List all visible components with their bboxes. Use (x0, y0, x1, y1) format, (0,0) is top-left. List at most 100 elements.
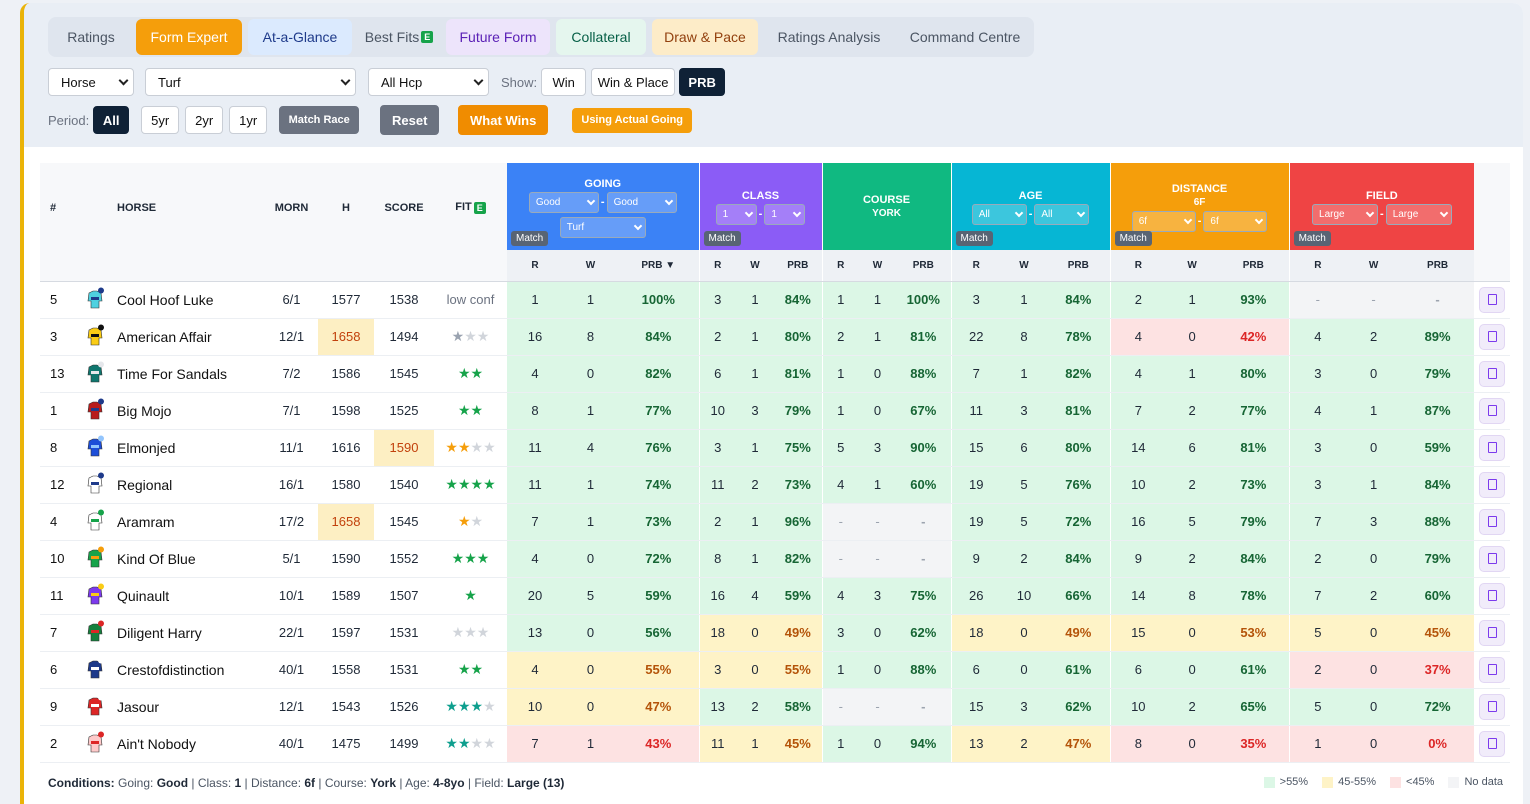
group-select[interactable]: 6f (1203, 211, 1268, 232)
table-row[interactable]: 8 Elmonjed 11/1 1616 1590 ★★★★ 11 4 76% 3 1 75% 5 3 90… (40, 429, 1511, 467)
tab-ratings-analysis[interactable]: Ratings Analysis (764, 19, 894, 55)
notes-button[interactable] (1479, 656, 1506, 683)
runs-course: - (822, 688, 860, 726)
prb-going: 77% (618, 392, 700, 430)
sub-header-w: W (1346, 250, 1402, 282)
sub-header-prb_sorted[interactable]: PRB ▼ (618, 250, 700, 282)
match-toggle[interactable]: Match (511, 231, 549, 246)
tab-draw-pace[interactable]: Draw & Pace (652, 19, 758, 55)
period-1yr-button[interactable]: 1yr (229, 106, 268, 134)
notes-button[interactable] (1479, 582, 1506, 609)
notes-button[interactable] (1479, 471, 1506, 498)
runner-number: 6 (40, 651, 73, 689)
wins-class: 1 (736, 281, 774, 319)
notes-button[interactable] (1479, 693, 1506, 720)
wins-field: 1 (1346, 466, 1402, 504)
horse-name[interactable]: Ain't Nobody (117, 725, 265, 763)
group-select[interactable]: All (971, 204, 1027, 225)
horse-name[interactable]: Regional (117, 466, 265, 504)
jockey-silks-icon (87, 509, 104, 531)
table-row[interactable]: 13 Time For Sandals 7/2 1586 1545 ★★ 4 0 82% 6 1 81… (40, 355, 1511, 393)
prb-distance: 93% (1218, 281, 1290, 319)
match-toggle[interactable]: Match (1293, 231, 1331, 246)
period-5yr-button[interactable]: 5yr (141, 106, 180, 134)
horse-name[interactable]: Crestofdistinction (117, 651, 265, 689)
horse-name[interactable]: Quinault (117, 577, 265, 615)
table-row[interactable]: 3 American Affair 12/1 1658 1494 ★★★ 16 8 84% 2 1 8… (40, 318, 1511, 356)
sub-header-prb[interactable]: PRB (1218, 250, 1290, 282)
horse-select[interactable]: Horse (48, 68, 134, 96)
actual-going-button[interactable]: Using Actual Going (572, 107, 693, 133)
horse-name[interactable]: Elmonjed (117, 429, 265, 467)
surface-group-select[interactable]: Turf (559, 216, 646, 238)
table-row[interactable]: 1 Big Mojo 7/1 1598 1525 ★★ 8 1 77% 10 3 79% 1 0 67% 11… (40, 392, 1511, 430)
group-select[interactable]: Good (528, 191, 599, 213)
star-icon: ★ (470, 698, 484, 714)
what-wins-button[interactable]: What Wins (458, 105, 549, 135)
tab-command-centre[interactable]: Command Centre (900, 19, 1030, 55)
sub-header-prb[interactable]: PRB (774, 250, 823, 282)
tab-future-form[interactable]: Future Form (446, 19, 550, 55)
sub-header-prb[interactable]: PRB (896, 250, 952, 282)
table-row[interactable]: 9 Jasour 12/1 1543 1526 ★★★★ 10 0 47% 13 2 58% - - -15… (40, 688, 1511, 726)
notes-button[interactable] (1479, 434, 1506, 461)
group-select[interactable]: 6f (1131, 211, 1196, 232)
col-horse-header: HORSE (117, 163, 265, 250)
filter-row: Horse Turf All Hcp Show: Win Win & Place… (48, 67, 726, 97)
show-prb-button[interactable]: PRB (679, 68, 726, 96)
notes-button[interactable] (1479, 286, 1506, 313)
group-title: AGE (1018, 190, 1043, 202)
table-row[interactable]: 4 Aramram 17/2 1658 1545 ★★ 7 1 73% 2 1 96% - - -19 5 72… (40, 503, 1511, 541)
wins-field: - (1346, 281, 1402, 319)
table-row[interactable]: 5 Cool Hoof Luke 6/1 1577 1538 low conf 1 1 100%… (40, 281, 1511, 319)
reset-button[interactable]: Reset (380, 105, 440, 135)
tab-collateral[interactable]: Collateral (556, 19, 646, 55)
group-select[interactable]: Large (1385, 204, 1452, 225)
show-win-button[interactable]: Win (541, 68, 587, 96)
horse-name[interactable]: Diligent Harry (117, 614, 265, 652)
horse-name[interactable]: Jasour (117, 688, 265, 726)
horse-name[interactable]: Kind Of Blue (117, 540, 265, 578)
surface-select[interactable]: Turf (145, 68, 356, 96)
table-row[interactable]: 11 Quinault 10/1 1589 1507 ★ 20 5 59% 16 4 59% 4 3 75%… (40, 577, 1511, 615)
match-race-button[interactable]: Match Race (279, 106, 360, 134)
match-toggle[interactable]: Match (703, 231, 741, 246)
horse-name[interactable]: Cool Hoof Luke (117, 281, 265, 319)
notes-button[interactable] (1479, 323, 1506, 350)
wins-class: 0 (736, 651, 774, 689)
notes-button[interactable] (1479, 508, 1506, 535)
group-select[interactable]: 1 (764, 204, 806, 225)
match-toggle[interactable]: Match (955, 231, 993, 246)
tab-ratings[interactable]: Ratings (52, 19, 130, 55)
group-select[interactable]: All (1034, 204, 1090, 225)
notes-button[interactable] (1479, 360, 1506, 387)
table-row[interactable]: 6 Crestofdistinction 40/1 1558 1531 ★★ 4 0 55% 3 0… (40, 651, 1511, 689)
fit-cell: ★★★★ (434, 725, 507, 763)
table-row[interactable]: 10 Kind Of Blue 5/1 1590 1552 ★★★ 4 0 72% 8 1 82% - -… (40, 540, 1511, 578)
chevron-down-icon (473, 75, 484, 85)
period-all-button[interactable]: All (93, 106, 130, 134)
sub-header-prb[interactable]: PRB (1047, 250, 1111, 282)
table-row[interactable]: 2 Ain't Nobody 40/1 1475 1499 ★★★★ 7 1 43% 11 1 45%… (40, 725, 1511, 763)
match-toggle[interactable]: Match (1114, 231, 1152, 246)
horse-name[interactable]: Big Mojo (117, 392, 265, 430)
horse-name[interactable]: Aramram (117, 503, 265, 541)
notes-button[interactable] (1479, 619, 1506, 646)
horse-name[interactable]: American Affair (117, 318, 265, 356)
notes-button[interactable] (1479, 545, 1506, 572)
group-select[interactable]: Large (1312, 204, 1379, 225)
group-select[interactable]: Good (606, 191, 677, 213)
period-2yr-button[interactable]: 2yr (185, 106, 224, 134)
show-win-place-button[interactable]: Win & Place (591, 68, 676, 96)
tab-at-a-glance[interactable]: At-a-Glance (248, 19, 352, 55)
group-select[interactable]: 1 (715, 204, 757, 225)
sub-header-prb[interactable]: PRB (1401, 250, 1475, 282)
table-row[interactable]: 12 Regional 16/1 1580 1540 ★★★★ 11 1 74% 11 2 73% 4 1… (40, 466, 1511, 504)
horse-name[interactable]: Time For Sandals (117, 355, 265, 393)
notes-button[interactable] (1479, 397, 1506, 424)
tab-form-expert[interactable]: Form Expert (136, 19, 242, 55)
tab-best-fits[interactable]: Best Fits E (358, 19, 440, 55)
table-row[interactable]: 7 Diligent Harry 22/1 1597 1531 ★★★ 13 0 56% 18 0 4… (40, 614, 1511, 652)
notes-button[interactable] (1479, 730, 1506, 757)
race-type-select[interactable]: All Hcp (368, 68, 489, 96)
